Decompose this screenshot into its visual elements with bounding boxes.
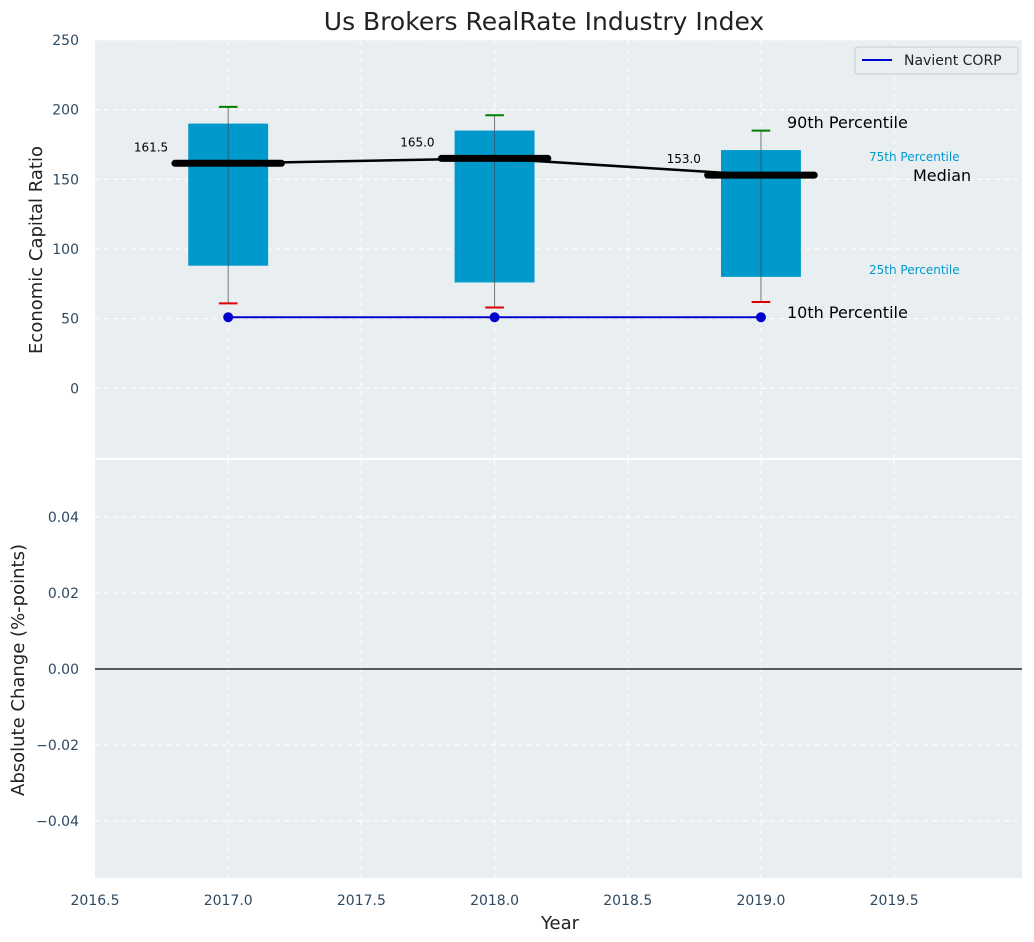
bottom-y-tick-label: 0.04 (48, 510, 79, 526)
median-value-label: 153.0 (667, 152, 701, 166)
x-tick-label: 2019.5 (870, 893, 919, 909)
median-value-label: 161.5 (134, 140, 168, 154)
axis-ticks: 0 50 100 150 200 250 0.04 0.02 0.00 −0.02 −0.04 201… (36, 33, 919, 909)
x-tick-label: 2019.0 (736, 893, 785, 909)
chart-title: Us Brokers RealRate Industry Index (324, 7, 764, 36)
annotation-median: Median (913, 166, 971, 185)
annotation-90th-percentile: 90th Percentile (787, 113, 908, 132)
x-tick-label: 2017.0 (204, 893, 253, 909)
bottom-y-tick-label: −0.04 (36, 814, 79, 830)
top-y-tick-label: 150 (52, 172, 79, 188)
annotation-25th-percentile: 25th Percentile (869, 263, 960, 277)
top-y-axis-label: Economic Capital Ratio (26, 146, 47, 354)
top-y-tick-label: 50 (61, 312, 79, 328)
bottom-y-tick-label: 0.02 (48, 586, 79, 602)
legend-box (854, 46, 1019, 75)
bottom-y-axis-label: Absolute Change (%-points) (8, 544, 29, 796)
x-axis-label: Year (540, 913, 580, 934)
series-point-navient (489, 312, 500, 323)
series-point-navient (223, 312, 234, 323)
top-y-tick-label: 100 (52, 242, 79, 258)
bottom-y-tick-label: −0.02 (36, 738, 79, 754)
x-tick-label: 2016.5 (71, 893, 120, 909)
series-point-navient (755, 312, 766, 323)
x-tick-label: 2018.5 (603, 893, 652, 909)
grid-lines (95, 39, 1022, 878)
legend: Navient CORP (854, 46, 1019, 75)
x-tick-label: 2017.5 (337, 893, 386, 909)
x-tick-label: 2018.0 (470, 893, 519, 909)
annotation-75th-percentile: 75th Percentile (869, 150, 960, 164)
top-y-tick-label: 250 (52, 33, 79, 49)
median-value-label: 165.0 (400, 135, 434, 149)
top-y-tick-label: 0 (70, 381, 79, 397)
bottom-y-tick-label: 0.00 (48, 662, 79, 678)
chart-marks: 161.5 165.0 153.0 (95, 105, 1022, 670)
top-y-tick-label: 200 (52, 103, 79, 119)
legend-label-navient: Navient CORP (904, 53, 1002, 69)
annotation-10th-percentile: 10th Percentile (787, 303, 908, 322)
